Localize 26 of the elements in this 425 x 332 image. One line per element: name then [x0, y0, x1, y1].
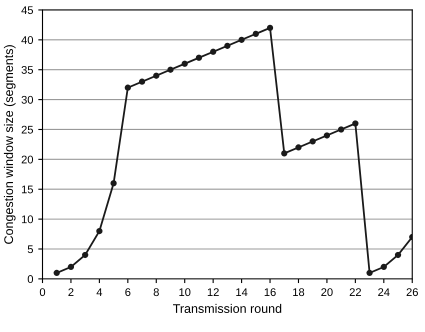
- x-tick-label: 12: [208, 288, 219, 296]
- x-tick-label: 6: [125, 288, 130, 296]
- x-tick-label: 16: [264, 288, 276, 296]
- x-tick-label: 0: [40, 288, 46, 296]
- y-tick-label: 30: [22, 96, 34, 104]
- x-tick-label: 4: [96, 288, 102, 296]
- y-tick-label: 0: [28, 275, 34, 284]
- x-tick-label: 8: [154, 288, 159, 296]
- x-tick-label: 18: [293, 288, 304, 296]
- y-tick-label: 5: [28, 245, 34, 254]
- x-axis-title: Transmission round: [173, 304, 282, 314]
- x-tick-label: 14: [236, 288, 248, 296]
- x-tick-label: 24: [378, 288, 390, 296]
- x-tick-label: 20: [321, 288, 333, 296]
- y-tick-label: 20: [22, 156, 34, 164]
- x-tick-label: 22: [350, 288, 361, 296]
- x-tick-label: 2: [68, 288, 74, 296]
- y-tick-label: 45: [21, 6, 34, 14]
- y-axis-title: Congestion window size (segments): [4, 45, 16, 244]
- y-tick-label: 25: [22, 126, 34, 134]
- y-tick-label: 35: [22, 66, 34, 74]
- y-tick-label: 15: [22, 186, 34, 194]
- x-tick-label: 10: [179, 288, 190, 296]
- y-tick-label: 10: [22, 215, 34, 224]
- x-tick-label: 26: [406, 288, 418, 296]
- y-tick-label: 40: [21, 36, 34, 44]
